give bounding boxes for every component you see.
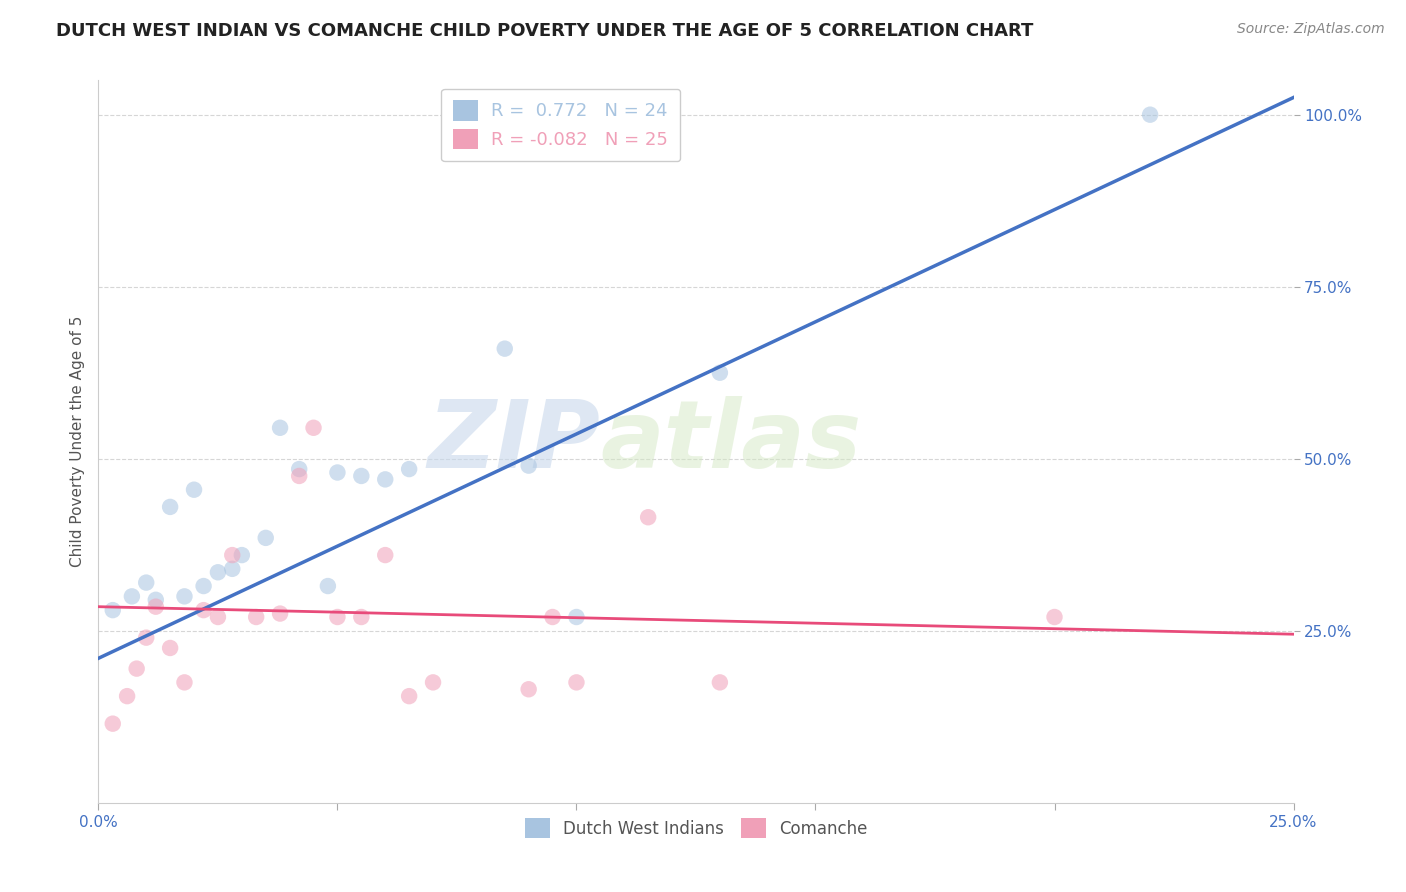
Point (1139, 108, 1161, 122)
Point (398, 462, 420, 476)
Text: Source: ZipAtlas.com: Source: ZipAtlas.com (1237, 22, 1385, 37)
Point (709, 366, 731, 380)
Point (173, 675, 195, 690)
Point (159, 500, 181, 514)
Point (145, 592, 167, 607)
Point (288, 462, 311, 476)
Point (269, 607, 291, 621)
Point (231, 548, 253, 562)
Point (1043, 610, 1066, 624)
Point (637, 510, 659, 524)
Point (207, 566, 229, 580)
Text: DUTCH WEST INDIAN VS COMANCHE CHILD POVERTY UNDER THE AGE OF 5 CORRELATION CHART: DUTCH WEST INDIAN VS COMANCHE CHILD POVE… (56, 22, 1033, 40)
Point (709, 675, 731, 690)
Point (173, 590, 195, 604)
Point (221, 548, 243, 562)
Point (374, 548, 396, 562)
Point (422, 675, 444, 690)
Point (115, 689, 138, 703)
Point (326, 610, 349, 624)
Point (193, 579, 215, 593)
Point (207, 610, 229, 624)
Y-axis label: Child Poverty Under the Age of 5: Child Poverty Under the Age of 5 (69, 316, 84, 567)
Point (541, 610, 564, 624)
Point (101, 716, 124, 731)
Point (350, 469, 373, 483)
Point (494, 342, 516, 356)
Point (350, 610, 373, 624)
Point (326, 466, 349, 480)
Point (183, 483, 205, 497)
Legend: Dutch West Indians, Comanche: Dutch West Indians, Comanche (517, 812, 875, 845)
Point (245, 610, 267, 624)
Point (121, 590, 143, 604)
Point (125, 662, 148, 676)
Point (269, 421, 291, 435)
Point (101, 603, 124, 617)
Point (565, 675, 588, 690)
Point (193, 603, 215, 617)
Point (135, 631, 157, 645)
Point (159, 640, 181, 655)
Text: atlas: atlas (600, 395, 862, 488)
Point (374, 472, 396, 486)
Point (145, 599, 167, 614)
Point (398, 689, 420, 703)
Text: ZIP: ZIP (427, 395, 600, 488)
Point (517, 458, 540, 473)
Point (517, 682, 540, 697)
Point (565, 610, 588, 624)
Point (316, 579, 339, 593)
Point (288, 469, 311, 483)
Point (302, 421, 325, 435)
Point (135, 575, 157, 590)
Point (254, 531, 277, 545)
Point (221, 562, 243, 576)
